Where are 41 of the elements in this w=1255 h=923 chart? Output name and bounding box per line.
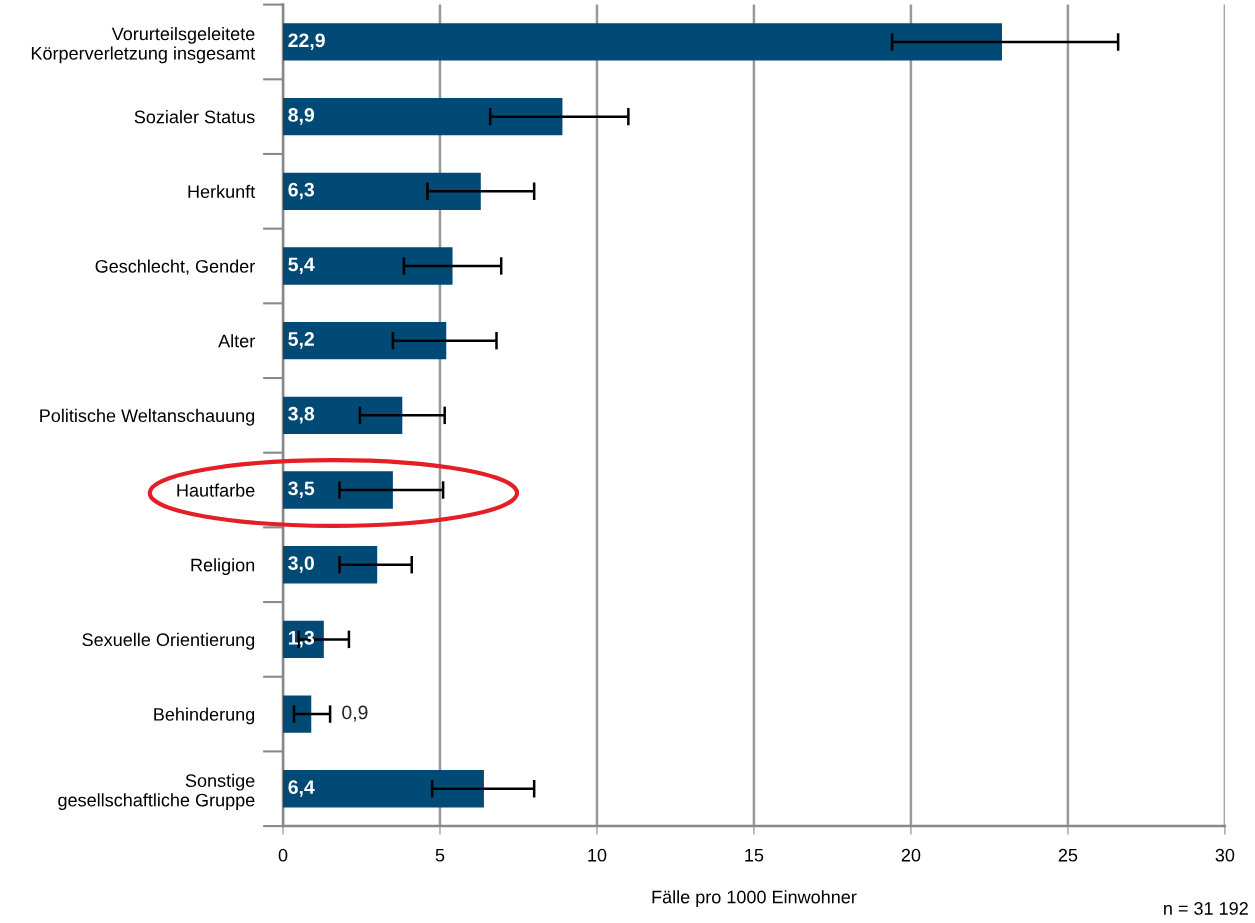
data-label: 6,4	[288, 780, 315, 797]
y-tick-label: Hautfarbe	[177, 483, 255, 497]
y-tick-label: Behinderung	[154, 707, 255, 725]
data-label: 5,4	[288, 257, 315, 275]
bar	[283, 322, 447, 360]
bar	[283, 471, 393, 509]
y-tick-label: Vorurteilsgeleitete Körperverletzung insgesamt	[31, 27, 256, 64]
y-tick-label: Sexuelle Orientierung	[82, 632, 255, 650]
bar	[283, 172, 481, 210]
bar	[283, 23, 1002, 61]
x-tick-label: 30	[1215, 848, 1235, 862]
data-label: 5,2	[288, 332, 314, 349]
x-axis-title: Fälle pro 1000 Einwohner	[652, 890, 857, 907]
data-label: 1,3	[288, 630, 315, 648]
data-label: 22,9	[288, 33, 325, 50]
x-tick-label: 5	[435, 848, 445, 862]
x-tick-label: 10	[588, 848, 607, 862]
data-label: 3,8	[288, 406, 315, 424]
data-label: 0,9	[342, 705, 368, 722]
bar	[283, 247, 453, 285]
x-tick-label: 20	[901, 848, 921, 862]
y-tick-label: Alter	[218, 334, 255, 348]
bar	[283, 546, 378, 584]
x-tick-label: 0	[278, 848, 288, 862]
data-label: 3,0	[288, 556, 314, 573]
y-tick-label: Politische Weltanschauung	[40, 408, 255, 426]
data-label: 8,9	[288, 108, 315, 125]
bar	[283, 396, 403, 435]
y-tick-label: Herkunft	[188, 184, 256, 199]
bar	[283, 770, 484, 808]
y-tick-label: Sozialer Status	[134, 110, 255, 124]
x-tick-label: 15	[745, 848, 764, 862]
bar	[283, 97, 563, 136]
y-tick-label: Sonstige gesellschaftliche Gruppe	[58, 773, 255, 811]
data-label: 3,5	[288, 481, 315, 499]
y-tick-label: Geschlecht, Gender	[95, 259, 255, 275]
y-tick-label: Religion	[191, 558, 255, 575]
text: n = 31 192	[1164, 902, 1248, 915]
bar	[283, 695, 312, 733]
x-tick-label: 25	[1058, 848, 1078, 862]
data-label: 6,3	[288, 182, 315, 200]
